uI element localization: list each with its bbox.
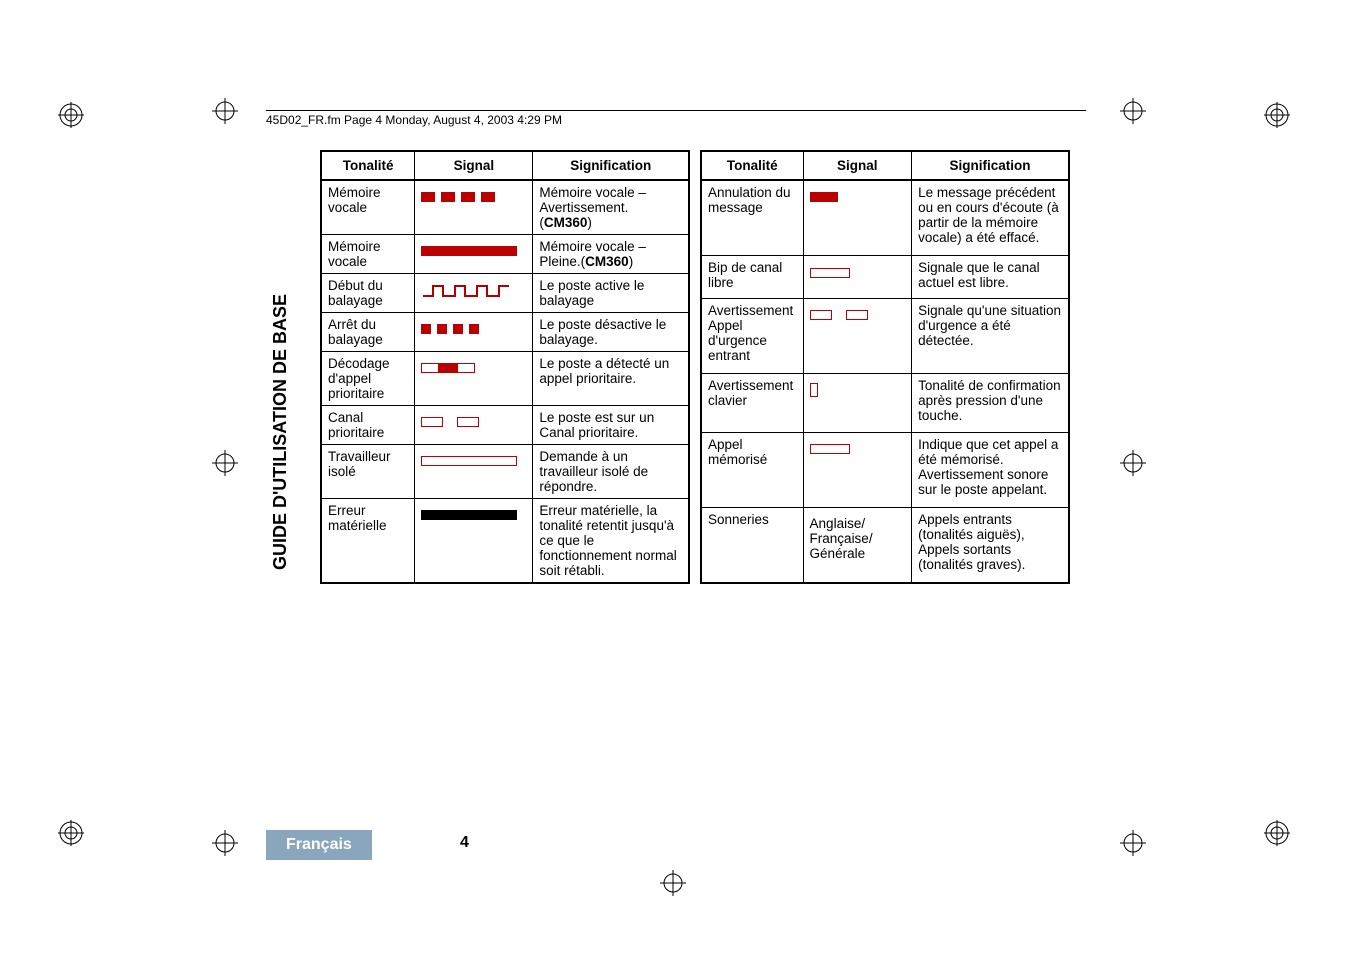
- registration-mark-icon: [1264, 102, 1290, 128]
- registration-mark-icon: [58, 102, 84, 128]
- table-row: Début du balayage Le poste active le bala…: [321, 274, 689, 313]
- cell-meaning: Le poste désactive le balayage.: [533, 313, 689, 352]
- language-badge: Français: [266, 830, 372, 860]
- cell-meaning: Mémoire vocale – Avertissement. (CM360): [533, 180, 689, 235]
- table-header-row: Tonalité Signal Signification: [321, 151, 689, 180]
- cell-signal: [415, 445, 533, 499]
- cell-tone: Décodage d'appel prioritaire: [321, 352, 415, 406]
- th-meaning: Signification: [912, 151, 1069, 180]
- header-text: 45D02_FR.fm Page 4 Monday, August 4, 200…: [266, 113, 562, 127]
- cell-tone: Début du balayage: [321, 274, 415, 313]
- cell-signal: [415, 499, 533, 584]
- th-signal: Signal: [415, 151, 533, 180]
- table-row: Mémoire vocale Mémoire vocale – Pleine.(C…: [321, 235, 689, 274]
- cell-meaning: Demande à un travailleur isolé de répond…: [533, 445, 689, 499]
- cell-meaning: Erreur matérielle, la tonalité retentit …: [533, 499, 689, 584]
- table-row: Mémoire vocale Mémoire vocale – Avertisse…: [321, 180, 689, 235]
- cell-tone: Avertissement Appel d'urgence entrant: [701, 298, 803, 373]
- table-row: Annulation du message Le message précéden…: [701, 180, 1069, 256]
- cell-tone: Mémoire vocale: [321, 235, 415, 274]
- cell-signal: Anglaise/ Française/ Générale: [803, 507, 912, 583]
- table-row: Arrêt du balayage Le poste désactive le b…: [321, 313, 689, 352]
- tone-table-right: Tonalité Signal Signification Annulation…: [700, 150, 1070, 584]
- cell-tone: Arrêt du balayage: [321, 313, 415, 352]
- cell-tone: Avertissement clavier: [701, 373, 803, 432]
- sidebar-title: GUIDE D'UTILISATION DE BASE: [270, 294, 291, 570]
- cell-meaning: Appels entrants (tonalités aiguës), Appe…: [912, 507, 1069, 583]
- table-row: Décodage d'appel prioritaire Le poste a d…: [321, 352, 689, 406]
- registration-mark-icon: [1264, 820, 1290, 846]
- crosshair-icon: [212, 830, 238, 856]
- cell-meaning: Le message précédent ou en cours d'écout…: [912, 180, 1069, 256]
- table-row: Erreur matérielle Erreur matérielle, la t…: [321, 499, 689, 584]
- cell-meaning: Le poste est sur un Canal prioritaire.: [533, 406, 689, 445]
- table-header-row: Tonalité Signal Signification: [701, 151, 1069, 180]
- cell-signal: [803, 373, 912, 432]
- crosshair-icon: [1120, 830, 1146, 856]
- cell-tone: Appel mémorisé: [701, 432, 803, 507]
- cell-tone: Annulation du message: [701, 180, 803, 256]
- table-row: Avertissement Appel d'urgence entrant Sig…: [701, 298, 1069, 373]
- cell-meaning: Le poste a détecté un appel prioritaire.: [533, 352, 689, 406]
- tables-container: Tonalité Signal Signification Mémoire vo…: [320, 150, 1070, 584]
- cell-signal: [415, 180, 533, 235]
- cell-signal: [415, 406, 533, 445]
- crosshair-icon: [1120, 98, 1146, 124]
- cell-meaning: Mémoire vocale – Pleine.(CM360): [533, 235, 689, 274]
- cell-tone: Erreur matérielle: [321, 499, 415, 584]
- th-tone: Tonalité: [321, 151, 415, 180]
- cell-meaning: Signale qu'une situation d'urgence a été…: [912, 298, 1069, 373]
- page: 45D02_FR.fm Page 4 Monday, August 4, 200…: [0, 0, 1351, 954]
- cell-signal: [415, 235, 533, 274]
- print-header: 45D02_FR.fm Page 4 Monday, August 4, 200…: [266, 110, 1086, 127]
- table-row: Canal prioritaire Le poste est sur un Can…: [321, 406, 689, 445]
- cell-signal: [803, 256, 912, 298]
- cell-tone: Travailleur isolé: [321, 445, 415, 499]
- th-tone: Tonalité: [701, 151, 803, 180]
- crosshair-icon: [660, 870, 686, 896]
- cell-signal: [803, 432, 912, 507]
- cell-tone: Mémoire vocale: [321, 180, 415, 235]
- crosshair-icon: [1120, 450, 1146, 476]
- cell-meaning: Tonalité de confirmation après pression …: [912, 373, 1069, 432]
- table-row: Bip de canal libre Signale que le canal a…: [701, 256, 1069, 298]
- cell-tone: Sonneries: [701, 507, 803, 583]
- cell-signal: [415, 313, 533, 352]
- cell-meaning: Indique que cet appel a été mémorisé. Av…: [912, 432, 1069, 507]
- page-number: 4: [460, 834, 469, 852]
- table-row: Avertissement clavier Tonalité de confirm…: [701, 373, 1069, 432]
- cell-signal: [803, 180, 912, 256]
- cell-signal: [415, 274, 533, 313]
- registration-mark-icon: [58, 820, 84, 846]
- cell-signal: [803, 298, 912, 373]
- cell-signal: [415, 352, 533, 406]
- cell-tone: Canal prioritaire: [321, 406, 415, 445]
- cell-tone: Bip de canal libre: [701, 256, 803, 298]
- sidebar: GUIDE D'UTILISATION DE BASE: [266, 200, 294, 660]
- table-row: Travailleur isolé Demande à un travailleu…: [321, 445, 689, 499]
- th-meaning: Signification: [533, 151, 689, 180]
- table-row: SonneriesAnglaise/ Française/ GénéraleAp…: [701, 507, 1069, 583]
- th-signal: Signal: [803, 151, 912, 180]
- cell-meaning: Le poste active le balayage: [533, 274, 689, 313]
- cell-meaning: Signale que le canal actuel est libre.: [912, 256, 1069, 298]
- crosshair-icon: [212, 450, 238, 476]
- table-row: Appel mémorisé Indique que cet appel a ét…: [701, 432, 1069, 507]
- tone-table-left: Tonalité Signal Signification Mémoire vo…: [320, 150, 690, 584]
- crosshair-icon: [212, 98, 238, 124]
